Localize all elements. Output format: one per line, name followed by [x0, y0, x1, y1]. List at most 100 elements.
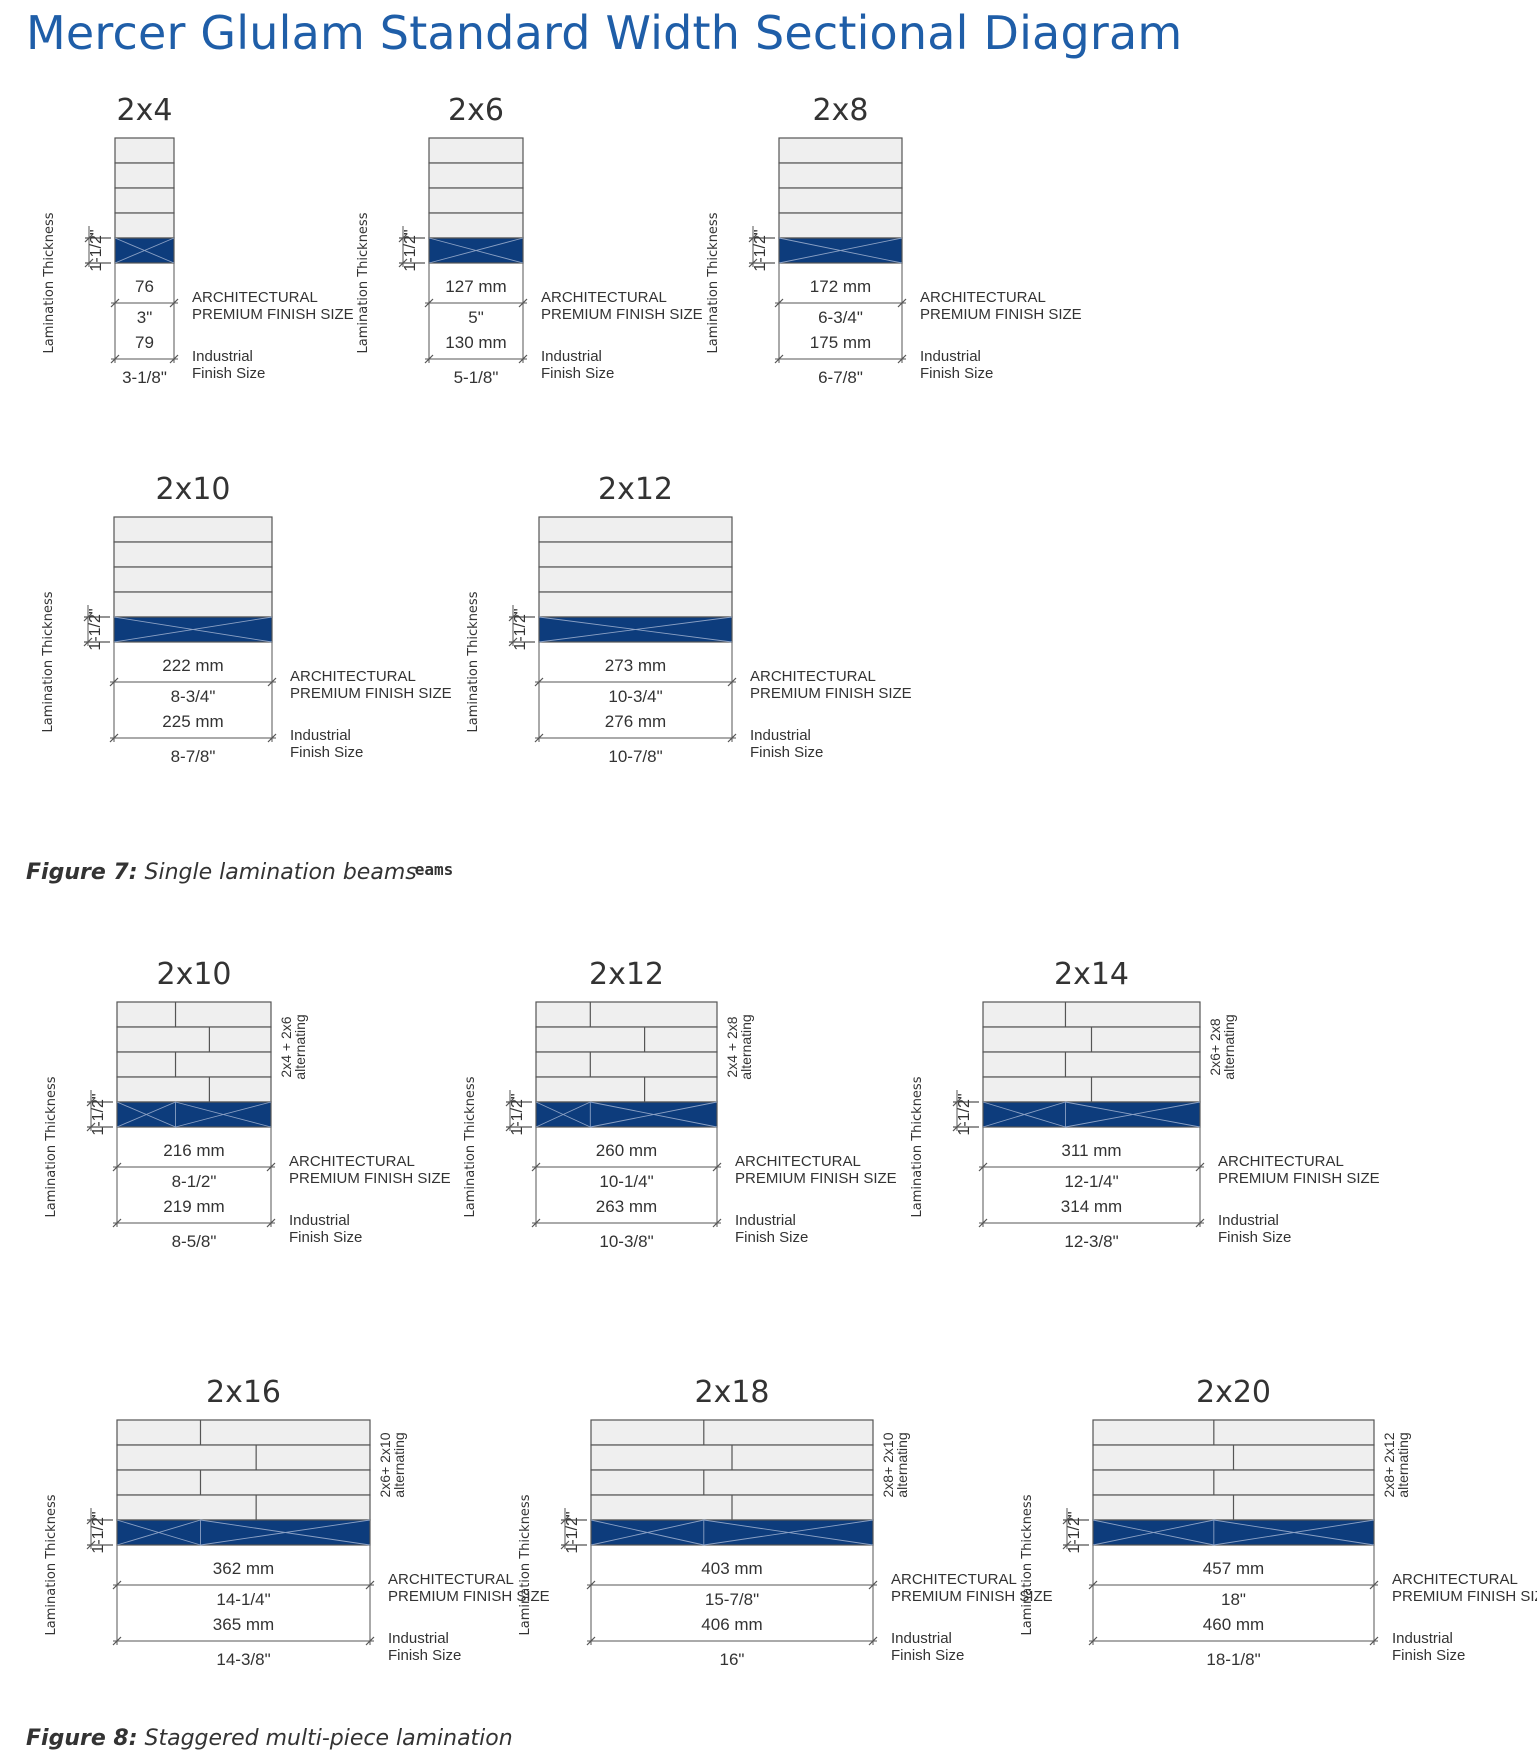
architectural-width-in: 5" — [468, 308, 484, 327]
architectural-label: ARCHITECTURAL — [192, 289, 318, 306]
architectural-label: ARCHITECTURAL — [541, 289, 667, 306]
lamination-dim-tick — [952, 1097, 962, 1107]
lamination-board — [538, 566, 733, 593]
lamination-dim-tick — [748, 233, 758, 243]
dim-tick — [365, 1580, 375, 1590]
beam-size-label: 2x14 — [1054, 957, 1129, 992]
architectural-label: PREMIUM FINISH SIZE — [388, 1588, 550, 1605]
lamination-dim-label: 1-1/2" — [88, 229, 105, 271]
lamination-thickness-label: Lamination Thickness — [1020, 1494, 1035, 1635]
architectural-label: PREMIUM FINISH SIZE — [891, 1588, 1053, 1605]
lamination-board — [538, 516, 733, 543]
lamination-board — [113, 516, 273, 543]
highlighted-lamination — [535, 1101, 718, 1128]
dim-tick — [1088, 1636, 1098, 1646]
dim-tick — [112, 1162, 122, 1172]
lamination-board — [116, 1001, 272, 1028]
lamination-cross — [538, 616, 733, 643]
lamination-dim-tick — [505, 1097, 515, 1107]
beam-size-label: 2x12 — [589, 957, 664, 992]
architectural-width-mm: 311 mm — [1061, 1141, 1121, 1160]
lamination-dim-label: 1-1/2" — [90, 1093, 107, 1135]
lamination-thickness-label: Lamination Thickness — [44, 1076, 59, 1217]
lamination-dim-label: 1-1/2" — [752, 229, 769, 271]
dim-tick — [112, 1218, 122, 1228]
lamination-board — [590, 1419, 874, 1446]
combination-label: alternating — [391, 1432, 407, 1497]
lamination-thickness-label: Lamination Thickness — [41, 591, 56, 732]
lamination-cross — [116, 1101, 176, 1128]
lamination-dim-tick — [398, 258, 408, 268]
architectural-label: ARCHITECTURAL — [1392, 1571, 1518, 1588]
industrial-width-in: 10-3/8" — [599, 1232, 653, 1251]
industrial-width-in: 6-7/8" — [818, 368, 863, 387]
lamination-thickness-label: Lamination Thickness — [466, 591, 481, 732]
industrial-width-mm: 130 mm — [445, 333, 506, 352]
lamination-board — [113, 541, 273, 568]
lamination-board — [114, 137, 175, 164]
industrial-width-in: 5-1/8" — [454, 368, 499, 387]
industrial-label: Finish Size — [289, 1229, 362, 1246]
architectural-label: PREMIUM FINISH SIZE — [920, 306, 1082, 323]
beam-size-label: 2x6 — [448, 93, 504, 128]
industrial-label: Finish Size — [541, 365, 614, 382]
lamination-board — [535, 1001, 718, 1028]
industrial-width-mm: 406 mm — [701, 1615, 762, 1634]
industrial-label: Industrial — [290, 727, 351, 744]
lamination-board — [538, 591, 733, 618]
industrial-label: Industrial — [750, 727, 811, 744]
combination-label: 2x8+ 2x10 — [880, 1432, 896, 1497]
dim-tick — [727, 677, 737, 687]
lamination-board — [116, 1469, 371, 1496]
lamination-dim-tick — [1062, 1515, 1072, 1525]
lamination-dim-tick — [560, 1540, 570, 1550]
architectural-label: ARCHITECTURAL — [289, 1153, 415, 1170]
lamination-dim-tick — [952, 1122, 962, 1132]
architectural-width-mm: 216 mm — [163, 1141, 224, 1160]
industrial-label: Finish Size — [1218, 1229, 1291, 1246]
architectural-label: PREMIUM FINISH SIZE — [750, 685, 912, 702]
lamination-dim-tick — [505, 1122, 515, 1132]
lamination-dim-tick — [748, 258, 758, 268]
industrial-label: Finish Size — [290, 744, 363, 761]
industrial-label: Industrial — [1392, 1630, 1453, 1647]
lamination-board — [116, 1051, 272, 1078]
dim-tick — [1369, 1636, 1379, 1646]
dim-tick — [1195, 1162, 1205, 1172]
architectural-width-mm: 172 mm — [810, 277, 871, 296]
dim-tick — [978, 1162, 988, 1172]
architectural-width-mm: 403 mm — [701, 1559, 762, 1578]
dim-tick — [109, 677, 119, 687]
lamination-cross — [1065, 1101, 1201, 1128]
lamination-board — [114, 187, 175, 214]
lamination-board — [113, 591, 273, 618]
combination-label: alternating — [738, 1014, 754, 1079]
architectural-label: PREMIUM FINISH SIZE — [1392, 1588, 1537, 1605]
dim-tick — [169, 298, 179, 308]
industrial-label: Industrial — [891, 1630, 952, 1647]
dim-tick — [868, 1636, 878, 1646]
lamination-dim-label: 1-1/2" — [90, 1511, 107, 1553]
combination-label: 2x6+ 2x10 — [377, 1432, 393, 1497]
industrial-width-mm: 314 mm — [1061, 1197, 1122, 1216]
lamination-dim-tick — [560, 1515, 570, 1525]
lamination-dim-tick — [84, 233, 94, 243]
dim-tick — [897, 354, 907, 364]
dim-tick — [518, 354, 528, 364]
beam-size-label: 2x20 — [1196, 1375, 1271, 1410]
lamination-board — [535, 1026, 718, 1053]
highlighted-lamination — [116, 1101, 272, 1128]
lamination-cross — [428, 237, 524, 264]
industrial-width-in: 8-5/8" — [172, 1232, 217, 1251]
beam-size-label: 2x10 — [155, 472, 230, 507]
lamination-board — [428, 212, 524, 239]
dim-tick — [1369, 1580, 1379, 1590]
lamination-board — [114, 162, 175, 189]
dim-tick — [266, 1218, 276, 1228]
beam-size-label: 2x4 — [117, 93, 173, 128]
industrial-label: Finish Size — [1392, 1647, 1465, 1664]
lamination-cross — [113, 616, 273, 643]
industrial-width-in: 14-3/8" — [216, 1650, 270, 1669]
lamination-dim-tick — [83, 637, 93, 647]
lamination-cross — [590, 1101, 718, 1128]
